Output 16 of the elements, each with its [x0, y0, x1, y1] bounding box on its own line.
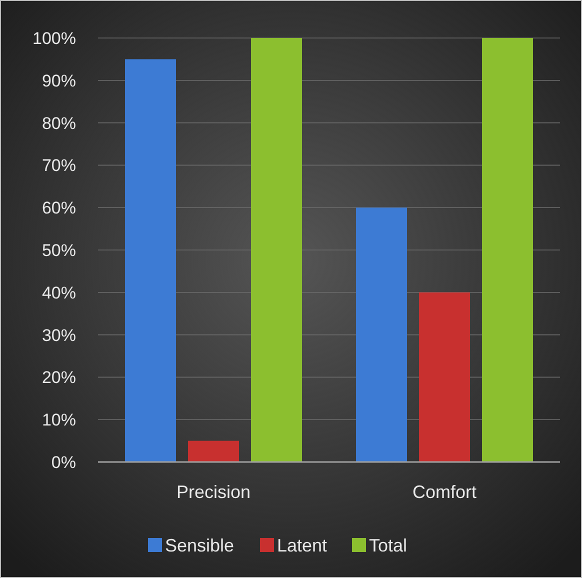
- y-tick-label: 30%: [42, 326, 76, 345]
- y-tick-label: 100%: [32, 28, 76, 48]
- y-tick-label: 70%: [42, 156, 76, 176]
- x-tick-label: Precision: [176, 482, 251, 502]
- y-tick-label: 0%: [51, 452, 76, 472]
- legend-label: Latent: [277, 535, 328, 556]
- legend-label: Sensible: [165, 535, 234, 556]
- y-tick-label: 10%: [42, 410, 76, 430]
- y-tick-label: 40%: [42, 283, 76, 302]
- x-tick-label: Comfort: [412, 482, 477, 502]
- y-tick-label: 20%: [42, 368, 76, 388]
- y-tick-label: 60%: [42, 198, 76, 218]
- y-tick-label: 90%: [42, 71, 76, 90]
- y-tick-label: 80%: [42, 114, 76, 133]
- legend-label: Total: [369, 535, 408, 556]
- y-tick-label: 50%: [42, 240, 76, 260]
